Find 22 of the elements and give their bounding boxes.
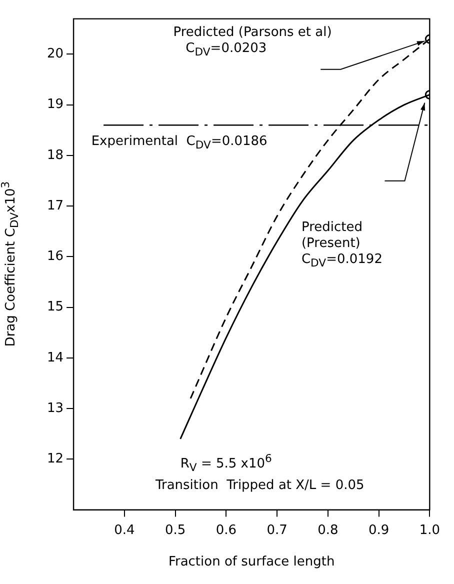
x-tick-label: 0.5 xyxy=(164,522,186,538)
annotation: Experimental C$_{DV}$=0.0186 xyxy=(91,134,268,154)
y-tick-label: 12 xyxy=(46,452,64,467)
x-axis-title: Fraction of surface length xyxy=(168,554,335,570)
y-tick-label: 13 xyxy=(46,400,64,416)
x-tick-label: 0.6 xyxy=(216,522,237,538)
y-tick-label: 20 xyxy=(46,46,64,62)
y-tick-label: 16 xyxy=(46,249,64,264)
annotation: Transition Tripped at X/L = 0.05 xyxy=(155,478,364,494)
annotation: Predicted (Present) C$_{DV}$=0.0192 xyxy=(301,220,382,272)
x-tick-label: 0.8 xyxy=(318,522,338,538)
x-tick-label: 0.7 xyxy=(266,522,288,538)
x-tick-label: 0.4 xyxy=(114,522,135,538)
y-tick-label: 14 xyxy=(46,350,64,366)
annotation: R$_{V}$ = 5.5 x10$^{6}$ xyxy=(180,450,272,476)
y-tick-label: 18 xyxy=(46,148,64,163)
y-tick-label: 19 xyxy=(46,97,64,112)
x-tick-label: 1.0 xyxy=(419,522,440,538)
y-tick-label: 17 xyxy=(46,198,64,214)
annotation: Predicted (Parsons et al) C$_{DV}$=0.0203 xyxy=(173,24,332,60)
x-tick-label: 0.9 xyxy=(368,522,390,538)
y-tick-label: 15 xyxy=(46,300,64,315)
